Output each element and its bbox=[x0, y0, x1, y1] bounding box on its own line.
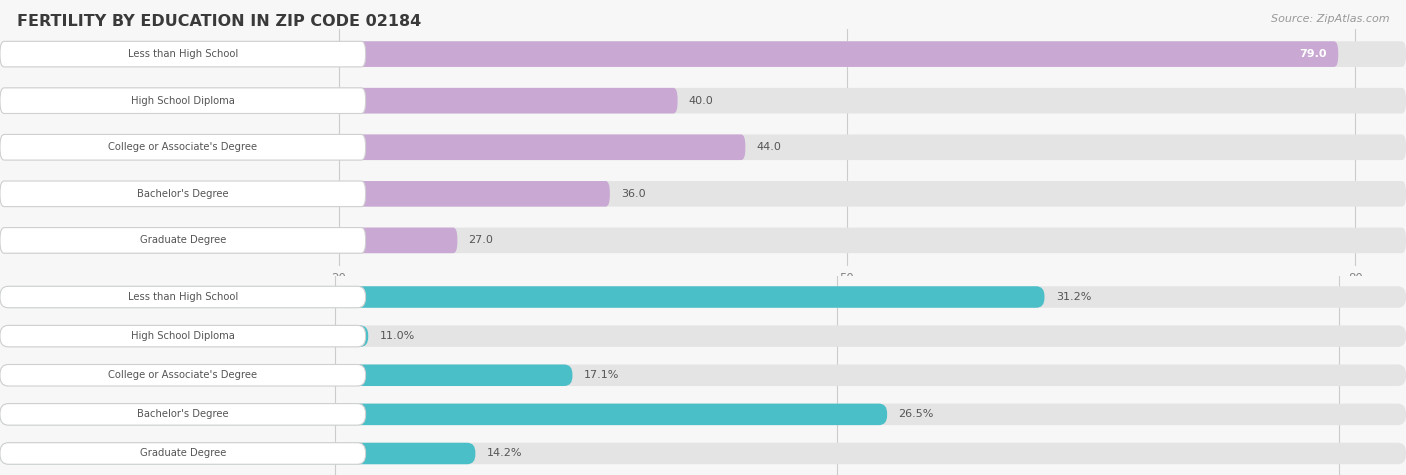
FancyBboxPatch shape bbox=[0, 364, 1406, 386]
FancyBboxPatch shape bbox=[0, 41, 366, 67]
FancyBboxPatch shape bbox=[0, 286, 1406, 308]
Text: Less than High School: Less than High School bbox=[128, 292, 238, 302]
Text: 44.0: 44.0 bbox=[756, 142, 782, 152]
FancyBboxPatch shape bbox=[0, 325, 366, 347]
FancyBboxPatch shape bbox=[0, 41, 1406, 67]
Text: 14.2%: 14.2% bbox=[486, 448, 522, 458]
FancyBboxPatch shape bbox=[0, 286, 1045, 308]
Text: Bachelor's Degree: Bachelor's Degree bbox=[136, 189, 229, 199]
FancyBboxPatch shape bbox=[0, 404, 366, 425]
Text: 26.5%: 26.5% bbox=[898, 409, 934, 419]
Text: High School Diploma: High School Diploma bbox=[131, 331, 235, 341]
Text: 11.0%: 11.0% bbox=[380, 331, 415, 341]
FancyBboxPatch shape bbox=[0, 364, 572, 386]
Text: Bachelor's Degree: Bachelor's Degree bbox=[136, 409, 229, 419]
Text: 40.0: 40.0 bbox=[689, 95, 714, 105]
Text: FERTILITY BY EDUCATION IN ZIP CODE 02184: FERTILITY BY EDUCATION IN ZIP CODE 02184 bbox=[17, 14, 422, 29]
Text: Source: ZipAtlas.com: Source: ZipAtlas.com bbox=[1271, 14, 1389, 24]
Text: 31.2%: 31.2% bbox=[1056, 292, 1091, 302]
FancyBboxPatch shape bbox=[0, 228, 457, 253]
Text: Graduate Degree: Graduate Degree bbox=[139, 448, 226, 458]
FancyBboxPatch shape bbox=[0, 134, 1406, 160]
Text: High School Diploma: High School Diploma bbox=[131, 95, 235, 105]
FancyBboxPatch shape bbox=[0, 325, 1406, 347]
FancyBboxPatch shape bbox=[0, 443, 1406, 464]
FancyBboxPatch shape bbox=[0, 181, 366, 207]
FancyBboxPatch shape bbox=[0, 404, 887, 425]
Text: Graduate Degree: Graduate Degree bbox=[139, 236, 226, 246]
Text: College or Associate's Degree: College or Associate's Degree bbox=[108, 142, 257, 152]
FancyBboxPatch shape bbox=[0, 443, 475, 464]
FancyBboxPatch shape bbox=[0, 228, 366, 253]
FancyBboxPatch shape bbox=[0, 134, 366, 160]
FancyBboxPatch shape bbox=[0, 88, 1406, 114]
Text: Less than High School: Less than High School bbox=[128, 49, 238, 59]
FancyBboxPatch shape bbox=[0, 325, 368, 347]
FancyBboxPatch shape bbox=[0, 181, 1406, 207]
FancyBboxPatch shape bbox=[0, 364, 366, 386]
FancyBboxPatch shape bbox=[0, 286, 366, 308]
FancyBboxPatch shape bbox=[0, 181, 610, 207]
Text: 36.0: 36.0 bbox=[621, 189, 645, 199]
Text: 27.0: 27.0 bbox=[468, 236, 494, 246]
Text: 17.1%: 17.1% bbox=[583, 370, 619, 380]
FancyBboxPatch shape bbox=[0, 88, 366, 114]
FancyBboxPatch shape bbox=[0, 134, 745, 160]
FancyBboxPatch shape bbox=[0, 443, 366, 464]
FancyBboxPatch shape bbox=[0, 41, 1339, 67]
FancyBboxPatch shape bbox=[0, 228, 1406, 253]
FancyBboxPatch shape bbox=[0, 404, 1406, 425]
FancyBboxPatch shape bbox=[0, 88, 678, 114]
Text: 79.0: 79.0 bbox=[1299, 49, 1327, 59]
Text: College or Associate's Degree: College or Associate's Degree bbox=[108, 370, 257, 380]
